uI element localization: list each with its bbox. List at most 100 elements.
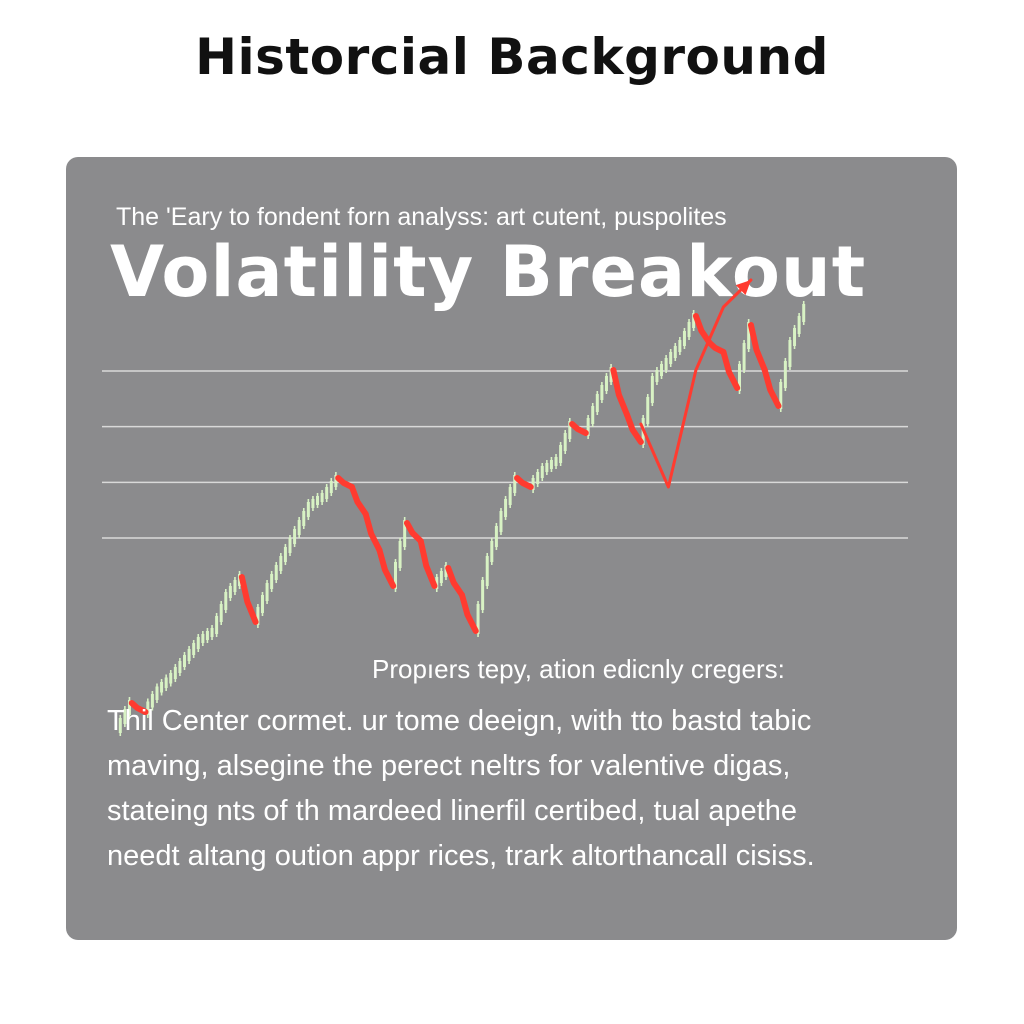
candle-body: [678, 340, 682, 352]
candle-body: [164, 677, 168, 688]
candle-body: [494, 526, 498, 547]
down-move: [459, 592, 479, 634]
candle-body: [531, 478, 535, 490]
candle-body: [187, 649, 191, 661]
page-title: Historcial Background: [195, 28, 829, 86]
down-move: [445, 565, 465, 598]
down-move: [720, 349, 741, 391]
candle-body: [118, 718, 122, 733]
candle-body: [444, 565, 448, 577]
down-move: [417, 538, 438, 589]
candle-body: [673, 346, 677, 358]
candle-body: [554, 457, 558, 466]
candle-body: [150, 694, 154, 708]
candle-body: [283, 547, 287, 562]
gridlines: [102, 370, 908, 539]
candle-body: [201, 634, 205, 643]
chart-card: The 'Eary to fondent forn analyss: art c…: [66, 157, 957, 940]
candle-body: [600, 385, 604, 400]
candle-body: [173, 667, 177, 679]
candle-body: [747, 322, 751, 349]
candle-body: [742, 343, 746, 370]
candle-body: [655, 370, 659, 382]
caption-lead: Propıers tepy, ation edicnly cregers:: [372, 654, 785, 684]
candle-body: [311, 499, 315, 508]
down-move: [692, 313, 713, 346]
candle-body: [687, 322, 691, 337]
down-move: [128, 700, 149, 715]
candle-body: [293, 529, 297, 544]
candle-body: [160, 682, 164, 693]
candle-body: [513, 475, 517, 493]
candle-body: [435, 577, 439, 589]
candle-body: [591, 406, 595, 424]
candle-body: [224, 592, 228, 610]
candle-body: [490, 541, 494, 562]
candle-body: [802, 304, 806, 322]
candle-body: [196, 637, 200, 649]
arrow-head: [735, 280, 751, 296]
card-kicker: The 'Eary to fondent forn analyss: art c…: [116, 203, 727, 231]
candle-body: [205, 631, 209, 640]
candle-body: [306, 502, 310, 517]
candle-body: [183, 655, 187, 667]
candle-body: [650, 376, 654, 403]
down-move: [348, 484, 369, 517]
down-move: [238, 574, 259, 625]
candle-body: [270, 574, 274, 589]
candle-body: [549, 460, 553, 469]
candle-body: [646, 397, 650, 424]
candle-body: [302, 511, 306, 526]
down-move: [376, 547, 397, 589]
candle-body: [586, 418, 590, 436]
candle-body: [260, 595, 264, 613]
candle-body: [540, 466, 544, 478]
candle-body: [568, 421, 572, 439]
candle-body: [393, 562, 397, 589]
candle-body: [692, 313, 696, 328]
candle-body: [146, 701, 150, 715]
candle-body: [779, 382, 783, 409]
candle-body: [485, 556, 489, 586]
candle-body: [334, 475, 338, 487]
candle-body: [669, 352, 673, 364]
caption-line: needt altang oution appr rices, trark al…: [107, 840, 815, 872]
candle-body: [329, 481, 333, 493]
candle-body: [604, 376, 608, 391]
candle-body: [398, 541, 402, 568]
down-move: [706, 340, 727, 355]
candle-body: [563, 433, 567, 451]
down-move: [403, 520, 424, 544]
down-move: [610, 367, 631, 418]
candle-body: [155, 686, 159, 700]
caption-line: maving, alsegine the perect neltrs for v…: [107, 750, 791, 782]
candle-body: [660, 364, 664, 376]
candle-body: [192, 643, 196, 655]
candle-body: [256, 607, 260, 625]
down-move: [514, 475, 534, 490]
candle-body: [481, 580, 485, 610]
candle-body: [178, 661, 182, 673]
candle-body: [127, 700, 131, 715]
candle-body: [265, 583, 269, 601]
candle-body: [439, 571, 443, 583]
candle-body: [783, 361, 787, 388]
down-moves: [128, 313, 782, 715]
candle-body: [664, 358, 668, 370]
card-headline: Volatility Breakout: [110, 231, 867, 313]
candle-body: [793, 328, 797, 346]
price-chart: [102, 278, 908, 736]
caption-body: Thil Center cormet. ur tome deeign, with…: [107, 699, 937, 879]
candle-body: [215, 616, 219, 634]
candle-body: [476, 604, 480, 634]
candle-body: [403, 520, 407, 547]
candle-body: [316, 496, 320, 505]
candle-body: [123, 709, 127, 724]
candle-body: [559, 445, 563, 463]
candle-body: [274, 565, 278, 580]
candle-body: [508, 487, 512, 505]
candle-body: [325, 487, 329, 499]
breakout-arrow: [639, 278, 753, 489]
candle-body: [609, 367, 613, 382]
candle-body: [682, 331, 686, 346]
